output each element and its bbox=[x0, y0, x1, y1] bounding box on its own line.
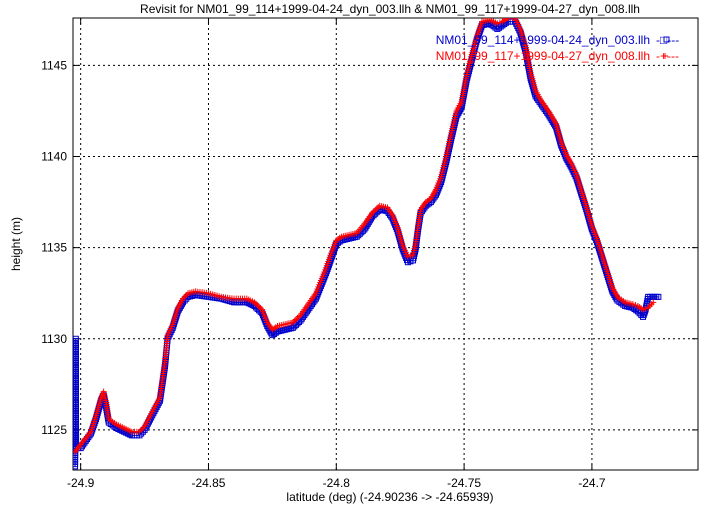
legend-marker-series-1 bbox=[663, 36, 670, 43]
series-2-point bbox=[640, 306, 647, 313]
series-2-point bbox=[494, 20, 501, 27]
y-tick-label: 1145 bbox=[41, 58, 67, 72]
legend: NM01_99_114+1999-04-24_dyn_003.llh -□---… bbox=[436, 33, 680, 63]
series-2-point bbox=[632, 302, 639, 309]
series-2-point bbox=[496, 19, 503, 26]
y-tick-label: 1140 bbox=[41, 150, 67, 164]
series-1-point bbox=[641, 310, 648, 317]
series-1-point bbox=[633, 307, 640, 314]
series-2-point bbox=[504, 18, 511, 21]
legend-entry-series-1: NM01_99_114+1999-04-24_dyn_003.llh bbox=[436, 33, 650, 47]
x-axis-label: latitude (deg) (-24.90236 -> -24.65939) bbox=[286, 490, 493, 504]
y-tick-labels: 1125 1130 1135 1140 1145 bbox=[41, 58, 67, 437]
x-tick-label: -24.85 bbox=[191, 476, 225, 490]
series-layer bbox=[73, 18, 662, 470]
series-2-point bbox=[509, 18, 516, 21]
y-axis-label: height (m) bbox=[9, 217, 23, 271]
series-2-point bbox=[650, 299, 657, 306]
series-2-point bbox=[507, 18, 514, 21]
x-tick-label: -24.8 bbox=[323, 476, 351, 490]
x-tick-labels: -24.9 -24.85 -24.8 -24.75 -24.7 bbox=[67, 476, 606, 490]
series-1-point bbox=[655, 293, 662, 300]
series-2-point bbox=[404, 253, 411, 260]
x-tick-label: -24.7 bbox=[578, 476, 606, 490]
legend-entry-series-2: NM01_99_117+1999-04-27_dyn_008.llh bbox=[436, 49, 650, 63]
y-tick-label: 1125 bbox=[41, 423, 67, 437]
series-2-group bbox=[73, 18, 657, 455]
plot-frame bbox=[72, 17, 699, 471]
y-tick-label: 1130 bbox=[41, 332, 67, 346]
chart-title: Revisit for NM01_99_114+1999-04-24_dyn_0… bbox=[140, 2, 640, 16]
y-tick-label: 1135 bbox=[41, 241, 67, 255]
series-2-point bbox=[642, 305, 649, 312]
legend-marker-series-2 bbox=[662, 53, 668, 59]
x-tick-label: -24.9 bbox=[67, 476, 95, 490]
series-2-point bbox=[407, 252, 414, 259]
legend-line-sample-series-1: -□--- bbox=[656, 33, 679, 47]
axis-ticks bbox=[73, 18, 698, 470]
plot-area bbox=[73, 18, 662, 470]
x-tick-label: -24.75 bbox=[447, 476, 481, 490]
series-2-point bbox=[629, 301, 636, 308]
